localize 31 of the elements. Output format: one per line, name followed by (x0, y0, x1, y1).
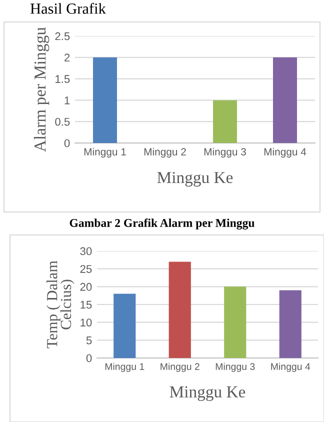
y-tick-label: 0 (86, 354, 92, 362)
bar (224, 286, 246, 358)
y-tick-label: 1.5 (56, 75, 70, 83)
y-tick-label: 2.5 (55, 32, 70, 40)
y-tick-label: 25 (80, 265, 92, 273)
x-tick-label: Minggu 4 (271, 362, 310, 372)
x-axis-title: Minggu Ke (157, 172, 233, 187)
x-tick-label: Minggu 2 (144, 148, 186, 158)
bar (114, 294, 136, 358)
x-axis-title: Minggu Ke (170, 386, 246, 401)
x-tick-label: Minggu 3 (216, 362, 255, 372)
y-tick-label: 0 (64, 139, 70, 148)
x-tick-label: Minggu 2 (160, 362, 200, 372)
y-tick-label: 30 (80, 247, 92, 256)
y-axis-title: Temp ( Dalam Celcius) (46, 260, 74, 348)
text: Gambar 2 Grafik Alarm per Minggu (70, 218, 254, 230)
y-tick-label: 2 (64, 54, 70, 62)
bar (168, 262, 191, 358)
y-tick-label: 1 (64, 96, 70, 104)
x-tick-label: Minggu 4 (264, 148, 306, 158)
x-tick-label: Minggu 3 (204, 148, 246, 158)
y-tick-label: 5 (86, 336, 92, 344)
x-tick-label: Minggu 1 (84, 148, 126, 158)
y-axis-title: Alarm per Minggu (34, 27, 50, 152)
y-tick-label: 10 (80, 318, 92, 326)
y-tick-label: 0.5 (55, 118, 70, 126)
y-tick-label: 15 (80, 300, 92, 309)
x-tick-label: Minggu 1 (105, 362, 144, 372)
y-tick-label: 20 (80, 282, 92, 291)
bar (279, 290, 302, 358)
chart-title: Hasil Grafik (30, 2, 106, 14)
